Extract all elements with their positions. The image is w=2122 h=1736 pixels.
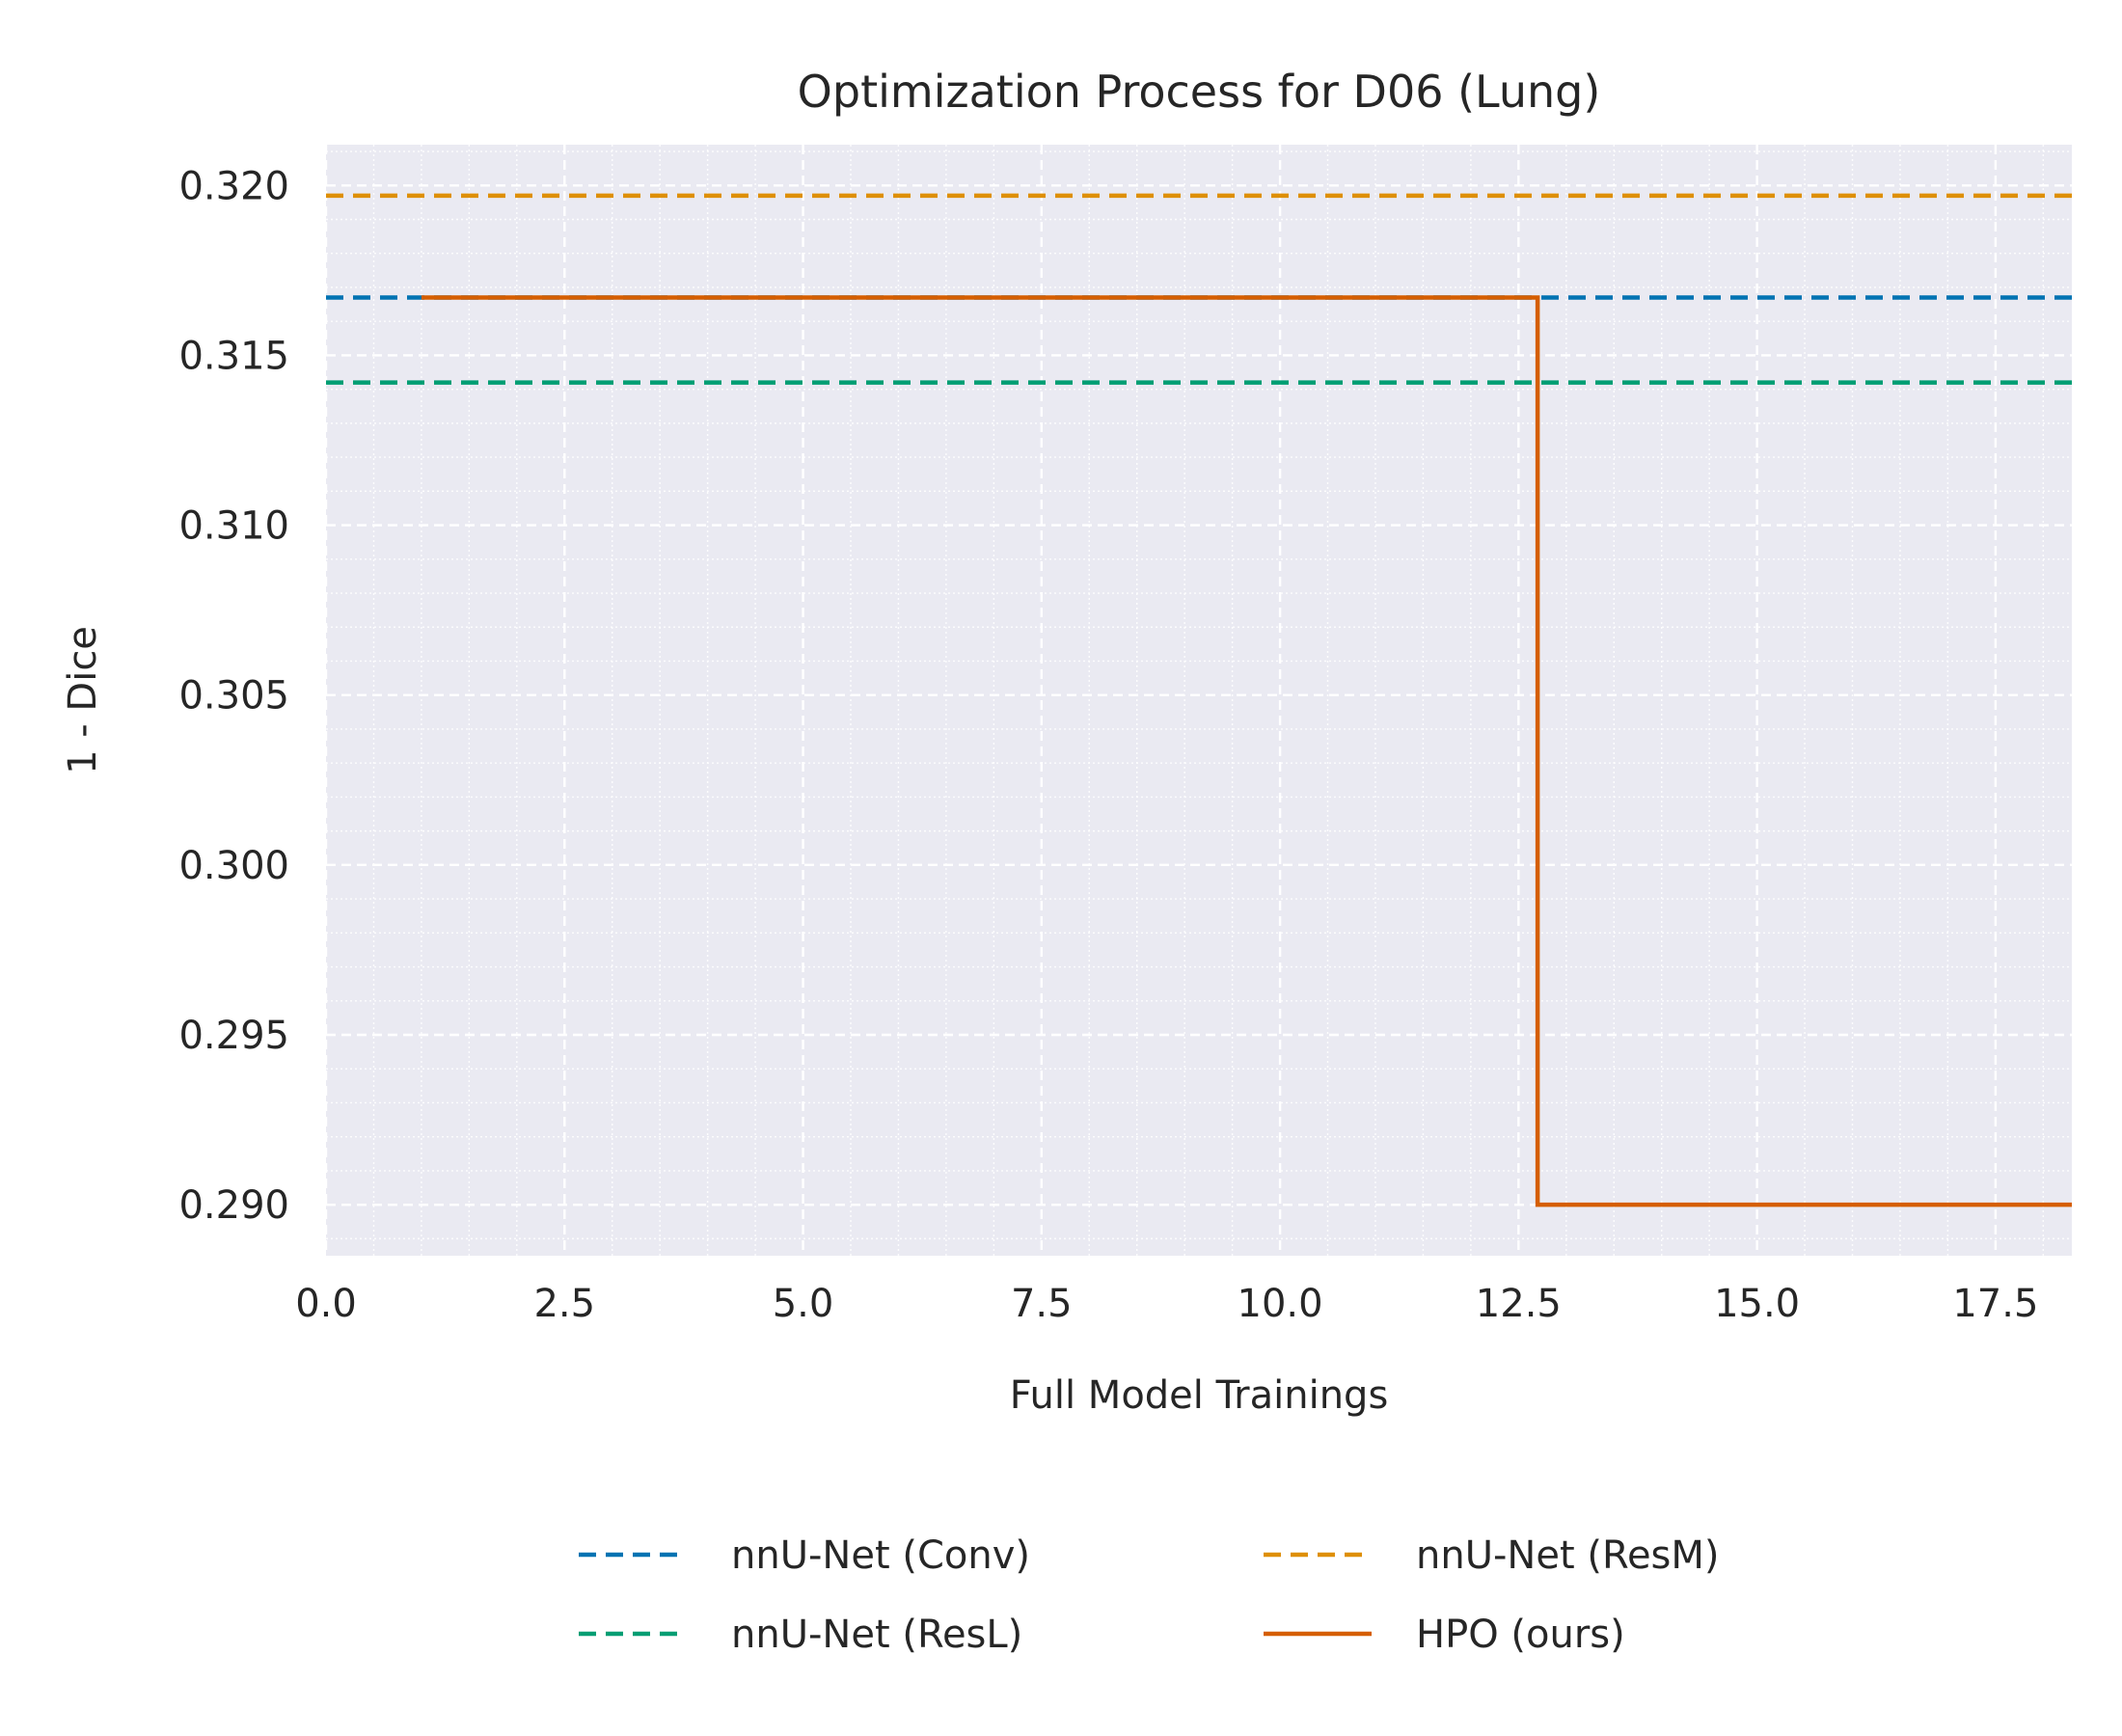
series-step-line bbox=[421, 295, 2072, 1207]
y-tick-labels: 0.290 0.295 0.300 0.305 0.310 0.315 0.320 bbox=[178, 164, 289, 1228]
y-tick-label: 0.290 bbox=[178, 1183, 289, 1228]
x-tick-label: 2.5 bbox=[533, 1282, 595, 1326]
x-tick-label: 7.5 bbox=[1011, 1282, 1073, 1326]
y-tick-label: 0.320 bbox=[178, 164, 289, 208]
series-layer bbox=[326, 193, 2072, 1207]
x-tick-label: 5.0 bbox=[773, 1282, 834, 1326]
y-tick-label: 0.310 bbox=[178, 504, 289, 549]
y-axis-label: 1 - Dice bbox=[61, 626, 105, 774]
x-tick-label: 17.5 bbox=[1952, 1282, 2038, 1326]
y-tick-label: 0.315 bbox=[178, 334, 289, 378]
plot-background bbox=[326, 145, 2072, 1256]
legend-label: nnU-Net (Conv) bbox=[731, 1533, 1030, 1578]
x-tick-label: 15.0 bbox=[1714, 1282, 1800, 1326]
major-grid bbox=[324, 145, 2072, 1256]
x-tick-label: 12.5 bbox=[1476, 1282, 1562, 1326]
x-axis-label: Full Model Trainings bbox=[1010, 1373, 1389, 1418]
legend: nnU-Net (Conv) nnU-Net (ResL) nnU-Net (Res… bbox=[579, 1533, 1720, 1657]
legend-label: nnU-Net (ResM) bbox=[1416, 1533, 1720, 1578]
chart-title: Optimization Process for D06 (Lung) bbox=[798, 66, 1601, 118]
y-tick-label: 0.295 bbox=[178, 1014, 289, 1058]
x-tick-labels: 0.0 2.5 5.0 7.5 10.0 12.5 15.0 17.5 bbox=[295, 1282, 2038, 1326]
x-tick-label: 10.0 bbox=[1238, 1282, 1323, 1326]
y-tick-label: 0.305 bbox=[178, 674, 289, 719]
x-tick-label: 0.0 bbox=[295, 1282, 357, 1326]
y-tick-label: 0.300 bbox=[178, 844, 289, 888]
minor-grid bbox=[326, 145, 2072, 1256]
legend-label: HPO (ours) bbox=[1416, 1613, 1625, 1657]
legend-label: nnU-Net (ResL) bbox=[731, 1613, 1022, 1657]
